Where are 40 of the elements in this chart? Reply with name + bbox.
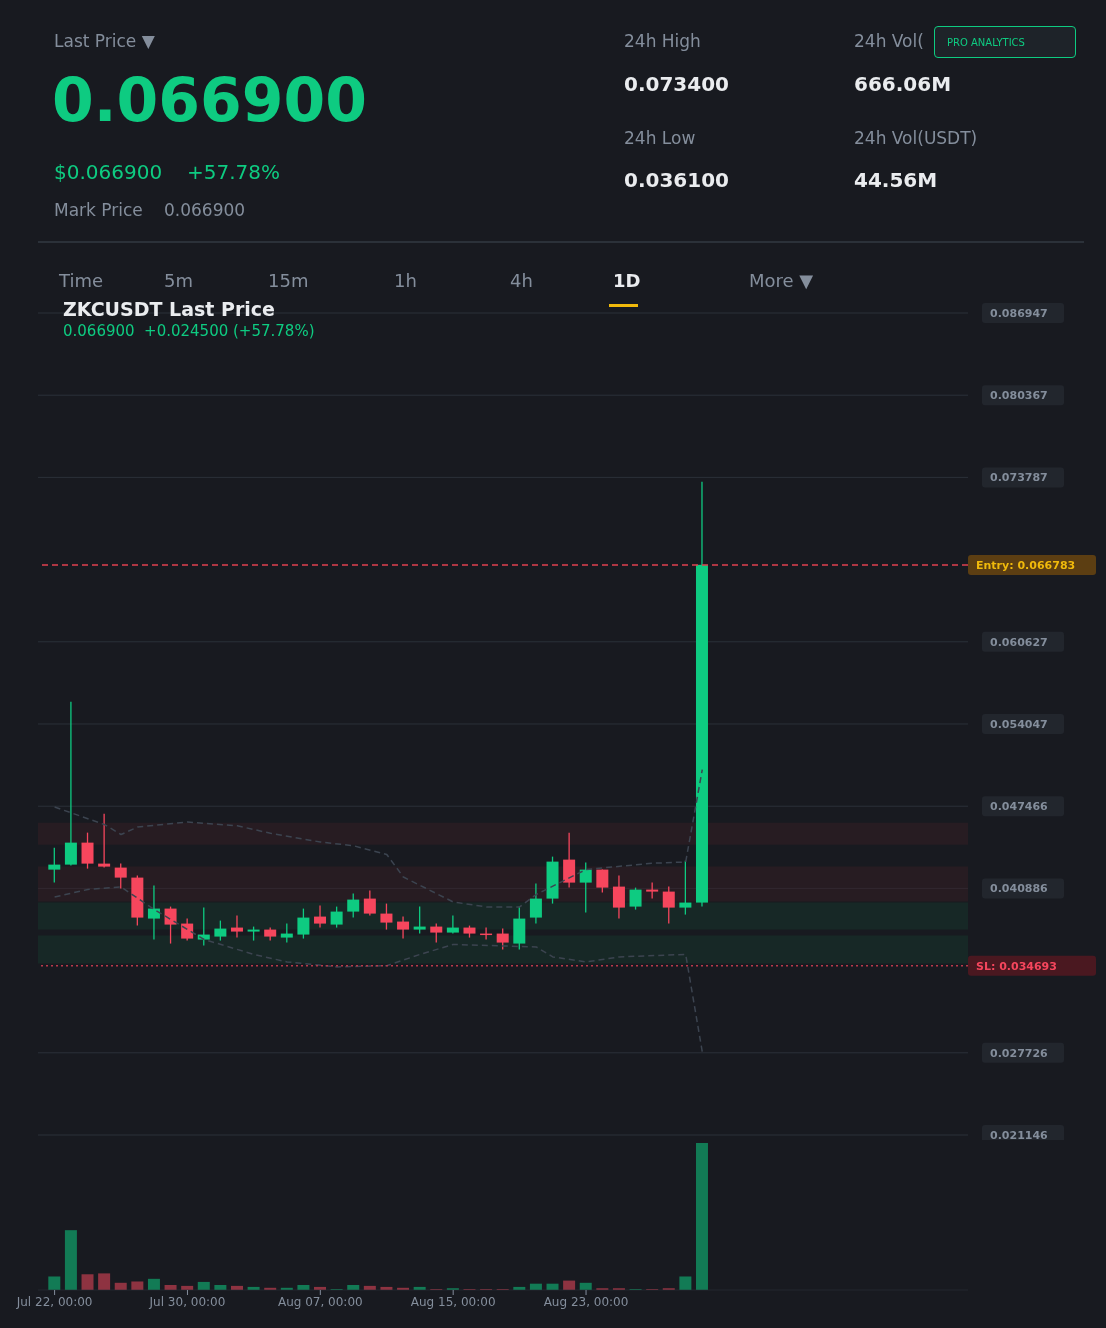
ref-line-label: Entry: 0.066783 [976,558,1076,572]
text: 1h [394,270,417,292]
text: 0.066900 +0.024500 (+57.78%) [63,322,315,340]
y-tick-label: 0.047466 [990,800,1049,814]
y-tick-label: 0.060627 [990,635,1048,649]
y-tick-label: 0.073787 [990,471,1048,485]
y-tick-label: 0.080367 [990,389,1048,403]
y-tick-label: 0.027726 [990,1046,1049,1060]
y-tick-label: 0.054047 [990,717,1048,731]
y-tick-label: 0.021146 [990,1129,1049,1142]
x-tick-label: Jul 30, 00:00 [148,1294,226,1309]
text: $0.066900 [54,160,163,184]
text: 4h [510,270,533,292]
x-tick-label: Jul 22, 00:00 [15,1294,93,1309]
text: Last Price ▼ [54,31,155,52]
text: More ▼ [749,270,814,292]
text: 15m [268,270,309,292]
text: Mark Price [54,200,143,221]
text: 24h Vol(USDT) [854,128,978,149]
text: 24h High [624,31,701,52]
text: +57.78% [187,160,281,184]
text: Time [59,270,104,292]
ref-line-label: SL: 0.034693 [976,959,1057,973]
text: 666.06M [854,72,952,96]
text: 5m [164,270,193,292]
text: 0.073400 [624,72,730,96]
text: 1D [613,270,641,292]
text: 0.036100 [624,168,730,192]
text: 0.066900 [52,64,368,136]
text: PRO ANALYTICS [934,26,1076,58]
text: 24h Vol( [854,31,924,52]
text: 24h Low [624,128,696,149]
x-tick-label: Aug 23, 00:00 [543,1294,629,1309]
y-tick-label: 0.040886 [990,882,1049,896]
chart-title: ZKCUSDT Last Price [63,298,275,320]
x-tick-label: Aug 15, 00:00 [410,1294,496,1309]
x-tick-label: Aug 07, 00:00 [277,1294,363,1309]
y-tick-label: 0.086947 [990,307,1048,320]
text: 0.066900 [164,200,246,221]
text: 44.56M [854,168,938,192]
